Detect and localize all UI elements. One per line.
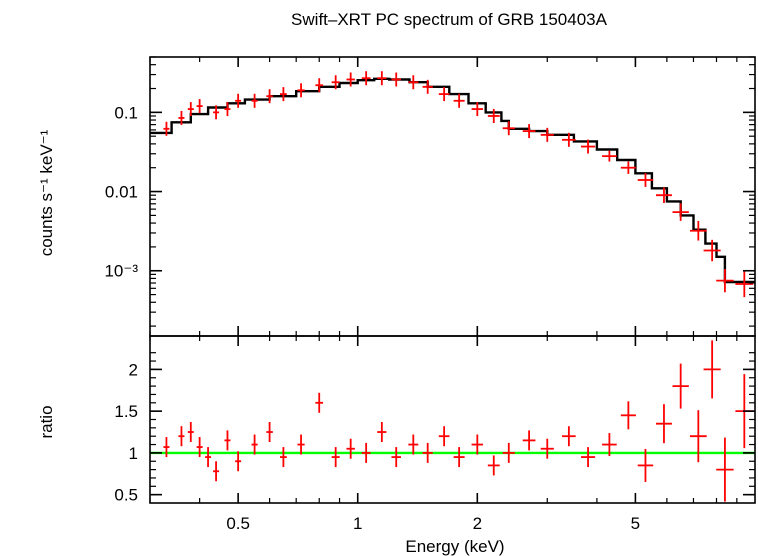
top-y-axis-ticks: 0.1 0.01 10⁻³ — [104, 56, 755, 327]
spectrum-point — [703, 239, 721, 262]
ratio-point — [346, 438, 355, 459]
spectrum-point — [251, 93, 258, 108]
spectrum-point — [453, 93, 465, 108]
xlabel: Energy (keV) — [405, 537, 504, 556]
spectrum-point — [422, 79, 433, 94]
ratio-point — [602, 433, 617, 457]
ratio-point — [562, 426, 576, 447]
model-step-line — [150, 77, 755, 284]
spectrum-point — [540, 127, 554, 142]
ratio-point — [689, 410, 707, 463]
ratio-point — [361, 442, 371, 463]
top-ylabel: counts s⁻¹ keV⁻¹ — [37, 129, 56, 256]
spectrum-point — [522, 124, 536, 139]
spectrum-point — [235, 93, 242, 108]
ratio-point — [581, 447, 596, 468]
ratio-point — [438, 426, 450, 447]
spectrum-point — [562, 132, 576, 147]
spectrum-panel — [150, 71, 755, 298]
ratio-point — [408, 434, 419, 455]
ratio-point — [422, 442, 433, 463]
spectrum-point — [196, 99, 203, 114]
bottom-ylabel: ratio — [37, 405, 56, 438]
ratio-point — [235, 451, 242, 472]
spectrum-point — [620, 161, 636, 174]
spectrum-point — [716, 269, 734, 293]
x-axis-ticks: 0.5 1 2 5 — [149, 57, 738, 533]
bottom-y-tick-label: 2 — [129, 360, 138, 379]
ratio-point — [297, 434, 305, 455]
ratio-point — [251, 434, 258, 455]
ratio-point — [522, 430, 536, 451]
top-y-tick-label: 10⁻³ — [104, 262, 138, 281]
ratio-point — [266, 422, 273, 443]
x-tick-label: 0.5 — [226, 514, 250, 533]
spectrum-point — [735, 270, 754, 298]
spectrum-point — [266, 89, 273, 104]
ratio-point — [540, 438, 554, 459]
spectrum-point — [689, 220, 707, 241]
spectrum-point — [346, 72, 355, 87]
ratio-point — [213, 461, 220, 482]
spectrum-point — [487, 108, 500, 123]
top-y-tick-label: 0.01 — [105, 183, 138, 202]
ratio-point — [187, 422, 194, 443]
spectrum-point — [602, 150, 617, 162]
x-tick-label: 2 — [473, 514, 482, 533]
ratio-point — [716, 437, 734, 502]
spectrum-point — [297, 83, 305, 98]
bottom-y-axis-ticks: 0.5 1 1.5 2 — [114, 352, 755, 505]
ratio-point — [196, 437, 203, 458]
spectrum-point — [637, 173, 654, 187]
bottom-y-tick-label: 1.5 — [114, 402, 138, 421]
ratio-point — [331, 447, 340, 468]
ratio-point — [453, 447, 465, 468]
spectrum-point — [331, 75, 340, 90]
ratio-point — [391, 447, 401, 468]
ratio-point — [637, 448, 654, 482]
spectrum-point — [672, 203, 689, 221]
spectrum-point — [224, 102, 231, 117]
chart-title: Swift–XRT PC spectrum of GRB 150403A — [291, 10, 608, 29]
ratio-point — [502, 442, 515, 463]
ratio-point — [620, 401, 636, 430]
spectrum-point — [361, 71, 371, 86]
ratio-point — [315, 392, 324, 413]
x-tick-label: 1 — [353, 514, 362, 533]
spectrum-point — [438, 87, 450, 102]
ratio-point — [377, 422, 387, 443]
spectrum-point — [315, 78, 324, 93]
spectrum-point — [655, 187, 672, 204]
ratio-point — [163, 437, 170, 458]
bottom-y-tick-label: 0.5 — [114, 486, 138, 505]
spectrum-point — [471, 102, 484, 117]
ratio-point — [672, 363, 689, 409]
spectrum-point — [163, 121, 170, 136]
ratio-point — [178, 426, 185, 447]
spectrum-point — [502, 121, 515, 136]
ratio-point — [205, 447, 212, 468]
top-y-tick-label: 0.1 — [114, 103, 138, 122]
ratio-point — [224, 430, 231, 451]
ratio-panel — [150, 340, 755, 502]
ratio-point — [487, 455, 500, 476]
ratio-point — [280, 447, 287, 468]
spectrum-point — [581, 139, 596, 154]
spectrum-point — [280, 87, 287, 102]
bottom-y-tick-label: 1 — [129, 444, 138, 463]
x-tick-label: 5 — [631, 514, 640, 533]
spectrum-point — [391, 72, 401, 87]
spectrum-point — [178, 110, 185, 125]
spectrum-point — [213, 105, 220, 120]
spectrum-point — [377, 71, 387, 86]
ratio-point — [655, 404, 672, 444]
ratio-point — [471, 434, 484, 455]
ratio-point — [703, 340, 721, 399]
spectrum-point — [187, 102, 194, 117]
spectrum-point — [408, 75, 419, 90]
